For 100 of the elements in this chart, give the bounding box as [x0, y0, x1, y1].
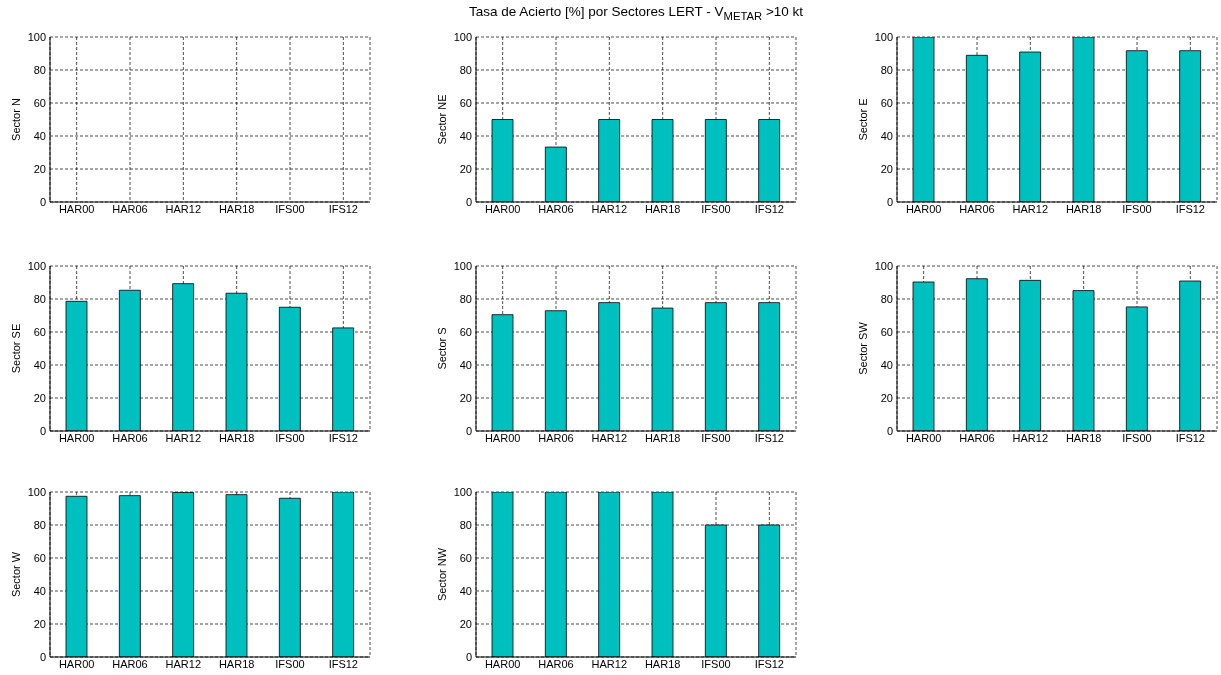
x-tick-label: HAR06 — [538, 431, 574, 444]
y-tick-label: 100 — [874, 30, 893, 43]
y-tick-label: 0 — [465, 195, 472, 208]
y-tick-label: 40 — [33, 358, 46, 371]
y-axis-title: Sector N — [10, 98, 22, 141]
y-tick-label: 60 — [880, 325, 893, 338]
y-axis-title: Sector SE — [10, 323, 22, 374]
x-tick-label: IFS12 — [754, 431, 785, 444]
y-tick-label: 0 — [465, 650, 472, 663]
x-tick-label: IFS00 — [275, 431, 305, 444]
y-axis-title: Sector NE — [436, 94, 448, 145]
y-tick-label: 0 — [886, 424, 893, 437]
x-tick-label: IFS00 — [701, 657, 731, 670]
y-axis-title: Sector SW — [857, 321, 869, 375]
x-tick-label: HAR12 — [1012, 202, 1049, 215]
y-tick-label: 40 — [880, 129, 893, 142]
y-tick-label: 60 — [459, 325, 472, 338]
x-tick-label: IFS00 — [275, 202, 305, 215]
x-tick-label: HAR12 — [165, 431, 202, 444]
y-tick-label: 80 — [459, 292, 472, 305]
x-tick-label: HAR12 — [591, 657, 628, 670]
y-tick-label: 60 — [459, 551, 472, 564]
y-tick-label: 0 — [886, 195, 893, 208]
y-tick-label: 80 — [880, 292, 893, 305]
x-tick-label: HAR00 — [58, 202, 95, 215]
x-tick-label: IFS12 — [754, 202, 785, 215]
x-tick-label: HAR00 — [58, 657, 95, 670]
y-tick-label: 60 — [459, 96, 472, 109]
y-tick-label: 0 — [39, 195, 46, 208]
y-tick-label: 40 — [880, 358, 893, 371]
y-tick-label: 80 — [33, 292, 46, 305]
y-tick-label: 60 — [880, 96, 893, 109]
x-tick-label: HAR00 — [905, 431, 942, 444]
x-tick-label: HAR06 — [112, 657, 148, 670]
x-tick-label: HAR18 — [218, 657, 255, 670]
y-axis-title: Sector E — [857, 98, 869, 141]
x-tick-label: IFS12 — [328, 431, 359, 444]
x-tick-label: HAR18 — [644, 431, 681, 444]
x-tick-label: IFS00 — [701, 431, 731, 444]
y-tick-label: 40 — [33, 129, 46, 142]
y-tick-label: 40 — [459, 129, 472, 142]
x-tick-label: IFS12 — [328, 657, 359, 670]
x-tick-label: HAR06 — [959, 202, 995, 215]
x-tick-label: HAR18 — [1065, 431, 1102, 444]
x-tick-label: HAR06 — [538, 202, 574, 215]
y-tick-label: 0 — [39, 424, 46, 437]
y-tick-label: 40 — [459, 358, 472, 371]
x-tick-label: HAR00 — [905, 202, 942, 215]
y-tick-label: 80 — [459, 518, 472, 531]
x-tick-label: HAR00 — [484, 431, 521, 444]
y-tick-label: 80 — [33, 518, 46, 531]
x-tick-label: IFS12 — [1175, 431, 1206, 444]
x-tick-label: HAR18 — [218, 202, 255, 215]
y-tick-label: 100 — [453, 259, 472, 272]
x-tick-label: HAR12 — [165, 202, 202, 215]
y-tick-label: 20 — [459, 391, 472, 404]
y-tick-label: 60 — [33, 551, 46, 564]
x-tick-label: HAR00 — [58, 431, 95, 444]
y-axis-title: Sector NW — [436, 547, 448, 602]
x-tick-label: HAR00 — [484, 202, 521, 215]
x-tick-label: HAR12 — [165, 657, 202, 670]
x-tick-label: HAR12 — [591, 431, 628, 444]
y-tick-label: 20 — [880, 391, 893, 404]
y-tick-label: 80 — [880, 63, 893, 76]
y-tick-label: 80 — [33, 63, 46, 76]
y-tick-label: 80 — [459, 63, 472, 76]
x-tick-label: HAR18 — [1065, 202, 1102, 215]
x-tick-label: HAR00 — [484, 657, 521, 670]
y-tick-label: 100 — [27, 259, 46, 272]
y-tick-label: 20 — [459, 617, 472, 630]
y-tick-label: 100 — [874, 259, 893, 272]
y-tick-label: 20 — [459, 162, 472, 175]
y-tick-label: 20 — [33, 162, 46, 175]
y-tick-label: 20 — [33, 617, 46, 630]
x-tick-label: HAR12 — [591, 202, 628, 215]
x-tick-label: IFS12 — [1175, 202, 1206, 215]
chart-title: Tasa de Acierto [%] por Sectores LERT - V$_{METAR}$ >10 kt — [467, 4, 805, 24]
y-tick-label: 100 — [453, 30, 472, 43]
x-tick-label: IFS00 — [701, 202, 731, 215]
y-tick-label: 0 — [39, 650, 46, 663]
y-tick-label: 20 — [33, 391, 46, 404]
y-axis-title: Sector W — [10, 551, 22, 598]
x-tick-label: HAR18 — [644, 202, 681, 215]
x-tick-label: HAR06 — [959, 431, 995, 444]
x-tick-label: HAR06 — [112, 202, 148, 215]
x-tick-label: IFS00 — [275, 657, 305, 670]
y-axis-title: Sector S — [436, 327, 448, 370]
x-tick-label: IFS12 — [754, 657, 785, 670]
y-tick-label: 40 — [459, 584, 472, 597]
x-tick-label: HAR18 — [218, 431, 255, 444]
y-tick-label: 100 — [27, 485, 46, 498]
x-tick-label: IFS00 — [1122, 431, 1152, 444]
x-tick-label: HAR06 — [538, 657, 574, 670]
y-tick-label: 20 — [880, 162, 893, 175]
y-tick-label: 60 — [33, 96, 46, 109]
x-tick-label: HAR18 — [644, 657, 681, 670]
y-tick-label: 60 — [33, 325, 46, 338]
x-tick-label: HAR12 — [1012, 431, 1049, 444]
x-tick-label: IFS00 — [1122, 202, 1152, 215]
y-tick-label: 100 — [453, 485, 472, 498]
